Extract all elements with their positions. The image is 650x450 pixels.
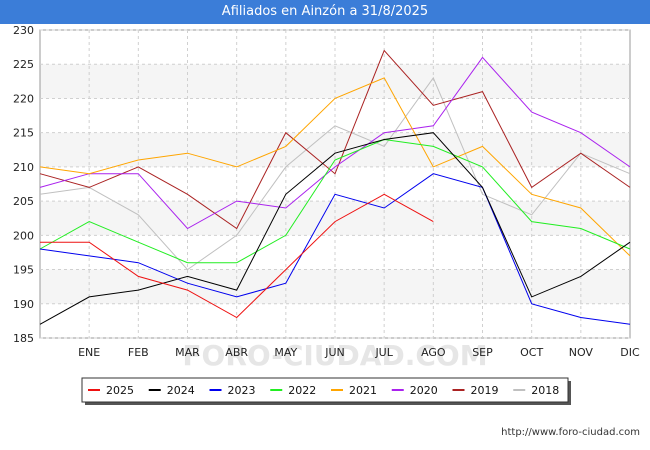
y-tick-label: 220 xyxy=(13,92,34,105)
plot-band xyxy=(40,64,630,99)
legend-label-2019: 2019 xyxy=(471,384,499,397)
x-tick-label: JUL xyxy=(374,346,393,359)
series-line-2024 xyxy=(39,132,631,325)
x-tick-label: ENE xyxy=(78,346,100,359)
x-tick-label: MAR xyxy=(175,346,200,359)
legend-label-2022: 2022 xyxy=(288,384,316,397)
y-tick-label: 200 xyxy=(13,229,34,242)
legend-label-2020: 2020 xyxy=(410,384,438,397)
series-line-2025 xyxy=(40,193,434,319)
y-tick-label: 210 xyxy=(13,161,34,174)
series-line-2021 xyxy=(39,77,631,257)
legend-label-2018: 2018 xyxy=(531,384,559,397)
series-line-2020 xyxy=(39,56,631,230)
series-line-2019 xyxy=(39,49,631,230)
y-tick-label: 225 xyxy=(13,58,34,71)
y-tick-label: 190 xyxy=(13,298,34,311)
x-tick-label: OCT xyxy=(520,346,543,359)
y-tick-label: 205 xyxy=(13,195,34,208)
x-tick-label: ABR xyxy=(225,346,248,359)
chart-title: Afiliados en Ainzón a 31/8/2025 xyxy=(0,0,650,24)
legend-label-2024: 2024 xyxy=(167,384,195,397)
x-tick-label: SEP xyxy=(472,346,493,359)
x-tick-label: FEB xyxy=(128,346,149,359)
series-line-2018 xyxy=(39,76,631,271)
x-tick-label: MAY xyxy=(274,346,297,359)
plot-band xyxy=(40,132,630,167)
plot-band xyxy=(40,30,630,65)
series-line-2022 xyxy=(39,138,631,264)
plot-band xyxy=(40,269,630,304)
x-tick-label: NOV xyxy=(569,346,594,359)
plot-band xyxy=(40,166,630,202)
y-tick-label: 230 xyxy=(13,24,34,37)
x-tick-label: AGO xyxy=(421,346,446,359)
series-line-2023 xyxy=(39,173,631,325)
x-tick-label: JUN xyxy=(324,346,345,359)
y-tick-label: 195 xyxy=(13,264,34,277)
legend-label-2025: 2025 xyxy=(106,384,134,397)
legend-label-2021: 2021 xyxy=(349,384,377,397)
source-url[interactable]: http://www.foro-ciudad.com xyxy=(501,427,640,438)
legend-box xyxy=(81,377,569,403)
watermark: FORO-CIUDAD.COM xyxy=(182,339,487,372)
x-tick-label: DIC xyxy=(620,346,640,359)
y-tick-label: 185 xyxy=(13,332,34,345)
legend-label-2023: 2023 xyxy=(228,384,256,397)
y-tick-label: 215 xyxy=(13,127,34,140)
